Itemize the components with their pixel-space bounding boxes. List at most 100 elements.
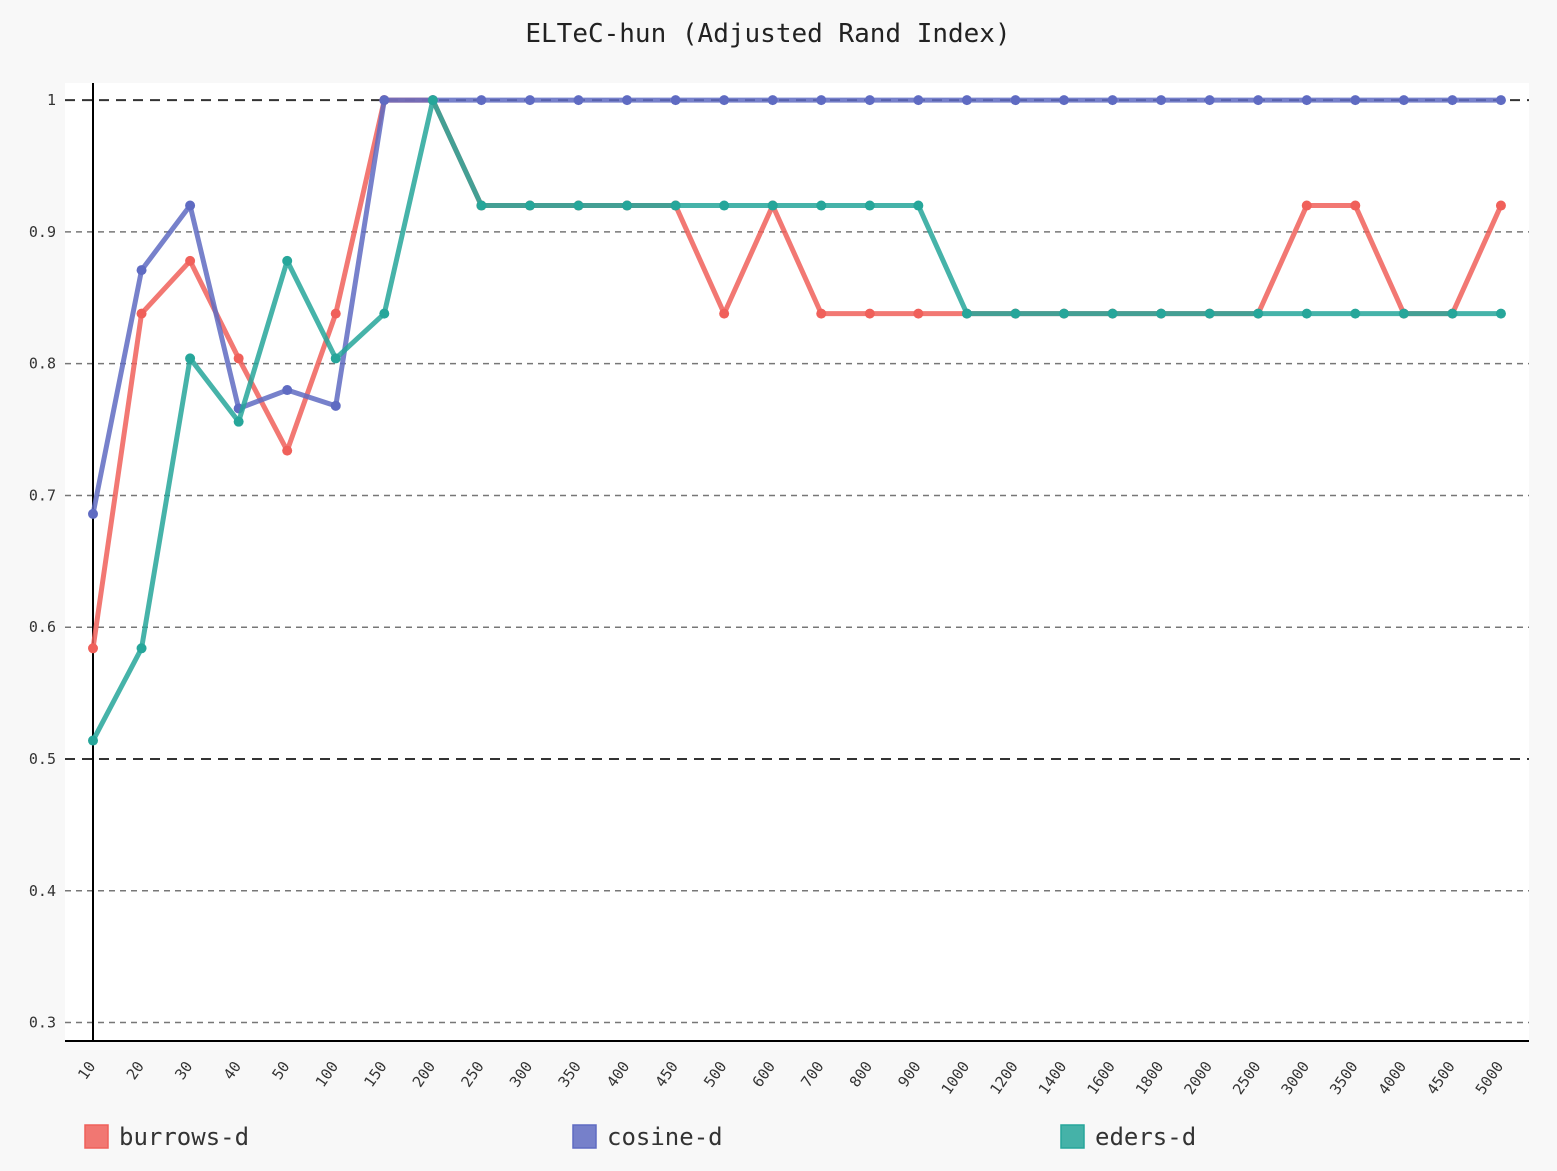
data-point xyxy=(913,95,924,106)
data-point xyxy=(1059,308,1069,319)
data-point xyxy=(282,445,293,456)
data-point xyxy=(622,200,633,211)
data-point xyxy=(1398,308,1409,319)
x-tick-label: 250 xyxy=(457,1058,487,1091)
data-point xyxy=(961,308,972,319)
data-point xyxy=(864,308,875,319)
x-tick-label: 40 xyxy=(220,1058,245,1083)
x-axis-ticks: 10 20 30 40 50 100 150 200 250 300 350 400 450 500 600… xyxy=(74,1058,1507,1098)
legend-item-eders-d: eders-d xyxy=(1060,1123,1196,1151)
data-point xyxy=(1107,308,1118,319)
series-line xyxy=(90,97,1504,744)
x-tick-label: 5000 xyxy=(1472,1058,1507,1098)
data-point xyxy=(816,200,827,211)
data-point xyxy=(476,200,487,211)
x-tick-label: 1800 xyxy=(1132,1058,1167,1098)
series-group xyxy=(88,95,1506,746)
legend-item-burrows-d: burrows-d xyxy=(84,1123,249,1151)
data-point xyxy=(185,200,196,211)
series-cosine-d xyxy=(88,95,1506,519)
x-tick-label: 900 xyxy=(894,1058,924,1091)
data-point xyxy=(670,200,681,211)
data-point xyxy=(1204,95,1215,106)
data-point xyxy=(816,308,827,319)
data-point xyxy=(136,643,147,654)
data-point xyxy=(573,95,584,106)
series-eders-d xyxy=(88,95,1506,746)
x-tick-label: 350 xyxy=(554,1058,584,1091)
legend: burrows-d cosine-d eders-d xyxy=(84,1123,1196,1151)
data-point xyxy=(719,200,730,211)
x-tick-label: 500 xyxy=(700,1058,730,1091)
y-tick-label: 1 xyxy=(47,91,56,109)
x-tick-label: 150 xyxy=(360,1058,390,1091)
data-point xyxy=(330,400,341,411)
chart-title: ELTeC-hun (Adjusted Rand Index) xyxy=(525,19,1010,49)
data-point xyxy=(1156,308,1167,319)
y-axis-ticks: 0.3 0.4 0.5 0.6 0.7 0.8 0.9 1 xyxy=(29,91,56,1031)
legend-swatch xyxy=(572,1124,597,1149)
data-point xyxy=(961,95,972,106)
plot-area xyxy=(65,83,1529,1041)
data-point xyxy=(719,308,730,319)
data-point xyxy=(1010,95,1021,106)
data-point xyxy=(767,200,778,211)
data-point xyxy=(1059,95,1069,106)
data-point xyxy=(622,95,633,106)
data-point xyxy=(524,95,535,106)
data-point xyxy=(1301,308,1312,319)
data-point xyxy=(1495,95,1506,106)
x-tick-label: 300 xyxy=(506,1058,536,1091)
series-line xyxy=(90,97,1504,651)
data-point xyxy=(1495,308,1506,319)
data-point xyxy=(185,255,196,266)
data-point xyxy=(330,308,341,319)
legend-label: eders-d xyxy=(1095,1123,1196,1151)
x-tick-label: 3500 xyxy=(1326,1058,1361,1098)
y-tick-label: 0.3 xyxy=(29,1014,56,1032)
data-point xyxy=(1350,95,1361,106)
data-point xyxy=(88,643,98,654)
data-point xyxy=(88,735,98,746)
data-point xyxy=(88,508,98,519)
data-point xyxy=(233,416,244,427)
x-tick-label: 600 xyxy=(749,1058,779,1091)
data-point xyxy=(719,95,730,106)
data-point xyxy=(864,200,875,211)
x-tick-label: 50 xyxy=(268,1058,293,1083)
x-tick-label: 1600 xyxy=(1083,1058,1118,1098)
data-point xyxy=(913,308,924,319)
y-tick-label: 0.6 xyxy=(29,618,56,636)
data-point xyxy=(573,200,584,211)
data-point xyxy=(185,353,196,364)
data-point xyxy=(670,95,681,106)
x-tick-label: 1000 xyxy=(938,1058,973,1098)
data-point xyxy=(136,265,147,276)
data-point xyxy=(379,95,390,106)
data-point xyxy=(1350,200,1361,211)
data-point xyxy=(233,353,244,364)
x-tick-label: 2500 xyxy=(1229,1058,1264,1098)
x-tick-label: 450 xyxy=(652,1058,682,1091)
y-tick-label: 0.4 xyxy=(29,882,56,900)
data-point xyxy=(1350,308,1361,319)
y-tick-label: 0.9 xyxy=(29,223,56,241)
data-point xyxy=(1107,95,1118,106)
data-point xyxy=(816,95,827,106)
data-point xyxy=(427,95,438,106)
data-point xyxy=(1398,95,1409,106)
data-point xyxy=(136,308,147,319)
data-point xyxy=(379,308,390,319)
legend-label: cosine-d xyxy=(607,1123,723,1151)
data-point xyxy=(1301,95,1312,106)
y-tick-label: 0.7 xyxy=(29,486,56,504)
x-tick-label: 800 xyxy=(846,1058,876,1091)
data-point xyxy=(330,353,341,364)
data-point xyxy=(1010,308,1021,319)
x-tick-label: 200 xyxy=(409,1058,439,1091)
data-point xyxy=(864,95,875,106)
x-tick-label: 2000 xyxy=(1180,1058,1215,1098)
x-tick-label: 400 xyxy=(603,1058,633,1091)
legend-item-cosine-d: cosine-d xyxy=(572,1123,723,1151)
